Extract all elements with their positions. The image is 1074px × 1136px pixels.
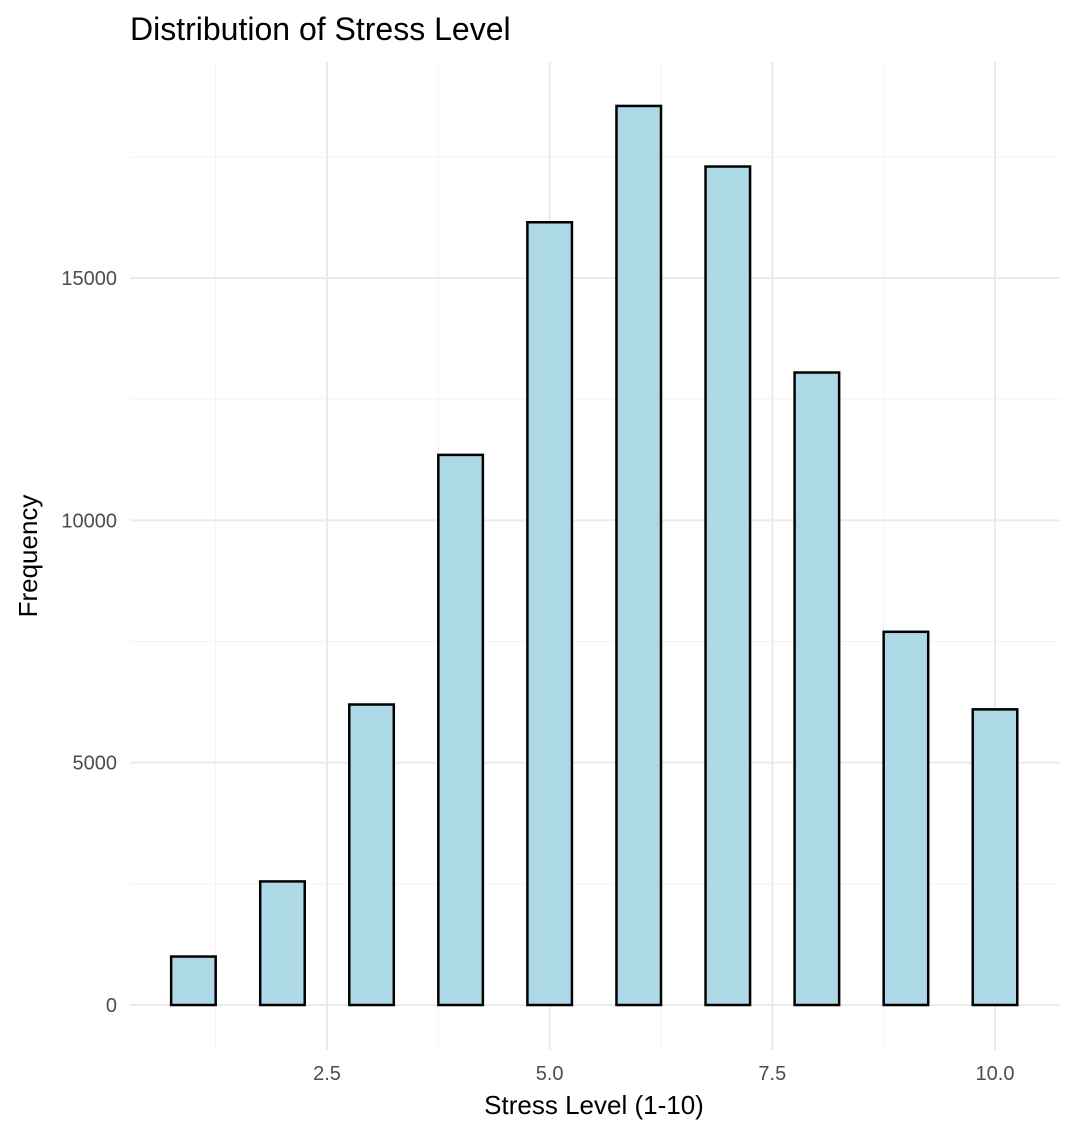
y-tick-label: 15000 <box>61 268 117 290</box>
y-tick-label: 0 <box>106 995 117 1017</box>
bar <box>258 880 306 1007</box>
bar <box>615 104 663 1007</box>
y-axis-title: Frequency <box>13 495 43 618</box>
y-tick-label: 5000 <box>73 753 118 775</box>
bar <box>882 630 930 1007</box>
bar <box>348 703 396 1007</box>
bar <box>169 955 217 1007</box>
y-tick-label: 10000 <box>61 510 117 532</box>
x-tick-label: 5.0 <box>536 1063 564 1085</box>
bars <box>169 104 1019 1007</box>
x-tick-label: 2.5 <box>313 1063 341 1085</box>
x-tick-label: 7.5 <box>758 1063 786 1085</box>
bar <box>437 453 485 1007</box>
x-tick-label: 10.0 <box>976 1063 1015 1085</box>
bar <box>971 708 1019 1007</box>
x-axis-title: Stress Level (1-10) <box>484 1090 704 1120</box>
bar <box>793 371 841 1007</box>
bar <box>526 221 574 1007</box>
bar <box>704 165 752 1007</box>
y-tick-labels: 0 5000 10000 15000 <box>61 268 117 1017</box>
chart-title: Distribution of Stress Level <box>130 11 511 47</box>
x-tick-labels: 2.5 5.0 7.5 10.0 <box>313 1063 1014 1085</box>
